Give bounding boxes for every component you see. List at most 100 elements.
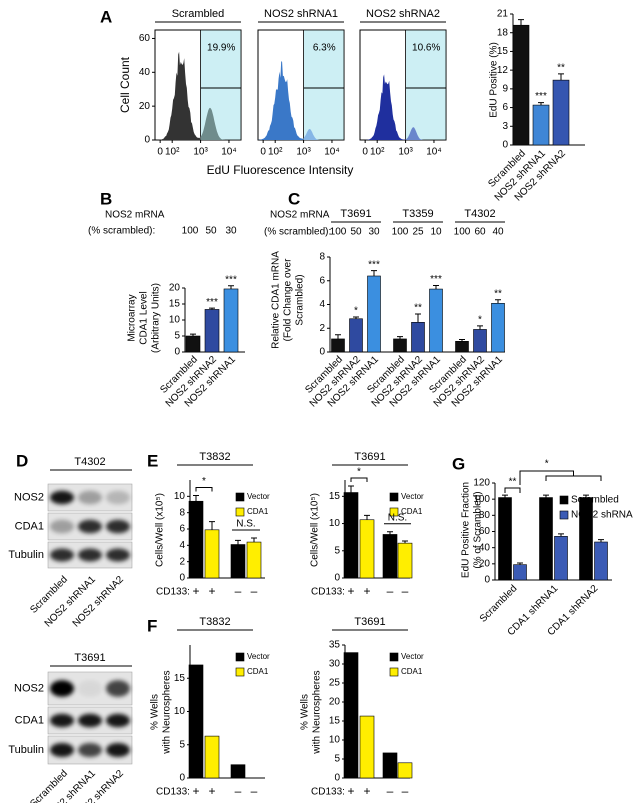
- bar: [513, 564, 527, 581]
- error-bar: [558, 533, 564, 537]
- bar: [455, 341, 469, 353]
- blot-band: [78, 680, 102, 697]
- blot-row-label: NOS2: [14, 491, 44, 503]
- bar: [230, 544, 246, 579]
- sample-title: NOS2 shRNA2: [366, 8, 440, 20]
- y-tick-label: 0: [179, 573, 185, 584]
- y-tick-label: 60: [479, 526, 491, 537]
- y-tick-label: 0: [174, 347, 180, 358]
- x-tick-label: +: [192, 784, 199, 798]
- histogram-gated: [405, 127, 446, 140]
- panel-letter: F: [147, 616, 157, 635]
- chart-title: T3691: [354, 616, 385, 628]
- significance-bracket: [195, 487, 213, 492]
- legend-label: Scrambled: [571, 495, 619, 506]
- gate-percent: 6.3%: [313, 43, 336, 54]
- y-tick-label: 8: [319, 252, 325, 263]
- y-tick-label: 20: [169, 283, 181, 294]
- error-bar: [543, 494, 549, 498]
- y-tick-label: 40: [479, 542, 491, 553]
- bar: [204, 309, 220, 353]
- y-tick-label: 4: [319, 299, 325, 310]
- y-tick-label: 0: [502, 140, 508, 151]
- y-tick-label: 8: [179, 507, 185, 518]
- mrna-value: 50: [205, 226, 217, 237]
- y-axis-label: with Neurospheres: [162, 670, 173, 754]
- chart-title: T3691: [354, 451, 385, 463]
- sample-title: NOS2 shRNA1: [264, 8, 338, 20]
- panel-letter: D: [16, 451, 28, 470]
- error-bar: [190, 333, 196, 336]
- x-tick-label: 10³: [193, 147, 208, 158]
- y-axis-label: (Arbitrary Units): [151, 283, 162, 353]
- histogram: [155, 51, 201, 141]
- y-axis-label: Relative CDA1 mRNA: [271, 251, 282, 349]
- y-tick-label: 20: [139, 101, 151, 112]
- error-bar: [251, 537, 257, 543]
- blot-title: T4302: [74, 456, 105, 468]
- bar: [411, 322, 425, 353]
- legend-label: Vector: [401, 492, 424, 501]
- legend-label: Vector: [247, 492, 270, 501]
- blot-band: [78, 548, 102, 562]
- gate: [405, 29, 447, 141]
- significance: **: [557, 63, 565, 74]
- x-axis-label: CD133:: [311, 787, 345, 798]
- y-tick-label: 100: [473, 494, 490, 505]
- significance: ***: [535, 91, 547, 102]
- significance: **: [414, 303, 422, 314]
- blot-row-label: CDA1: [15, 520, 44, 532]
- blot-title: T3691: [74, 652, 105, 664]
- y-tick-label: 10: [169, 315, 181, 326]
- legend-swatch: [559, 510, 569, 520]
- mrna-value: 100: [392, 227, 409, 238]
- x-tick-label: –: [251, 584, 258, 598]
- y-tick-label: 35: [329, 640, 341, 651]
- panel-letter: G: [452, 454, 465, 473]
- bar: [539, 497, 553, 581]
- x-tick-label: +: [363, 584, 370, 598]
- mrna-value: 100: [330, 227, 347, 238]
- y-tick-label: 15: [329, 491, 341, 502]
- significance: *: [202, 476, 206, 487]
- y-tick-label: 5: [334, 754, 340, 765]
- error-bar: [387, 531, 393, 535]
- significance: ***: [206, 297, 218, 308]
- x-tick-label: +: [363, 784, 370, 798]
- x-tick-label: 0: [260, 147, 266, 158]
- y-tick-label: 60: [139, 33, 151, 44]
- significance-bracket: [519, 470, 602, 485]
- bar: [594, 541, 608, 581]
- legend-swatch: [389, 667, 399, 677]
- y-tick-label: 10: [329, 518, 341, 529]
- error-bar: [459, 339, 465, 342]
- y-tick-label: 0: [179, 773, 185, 784]
- y-tick-label: 40: [139, 67, 151, 78]
- blot-band: [50, 548, 74, 562]
- gate-percent: 19.9%: [207, 43, 235, 54]
- x-tick-label: –: [235, 584, 242, 598]
- mrna-value: 40: [492, 227, 504, 238]
- bar: [343, 492, 359, 579]
- y-tick-label: 12: [497, 65, 509, 76]
- x-tick-label: +: [208, 784, 215, 798]
- mrna-label: NOS2 mRNA: [270, 210, 330, 221]
- mrna-value: 50: [350, 227, 362, 238]
- error-bar: [558, 73, 564, 81]
- group-title: T4302: [464, 208, 495, 220]
- bar: [367, 275, 381, 353]
- bar: [349, 318, 363, 353]
- blot-band: [106, 713, 130, 728]
- y-axis-label: Cells/Well (x10⁵): [155, 493, 166, 567]
- legend-swatch: [559, 495, 569, 505]
- y-axis-label: CDA1 Level: [139, 291, 150, 344]
- error-bar: [193, 495, 199, 502]
- bar: [343, 652, 359, 779]
- mrna-label: (% scrambled):: [264, 227, 331, 238]
- chart-title: T3832: [199, 616, 230, 628]
- legend-swatch: [389, 492, 399, 502]
- significance-bracket: [350, 477, 368, 482]
- y-tick-label: 30: [329, 659, 341, 670]
- legend-label: CDA1: [401, 667, 423, 676]
- y-tick-label: 2: [179, 556, 185, 567]
